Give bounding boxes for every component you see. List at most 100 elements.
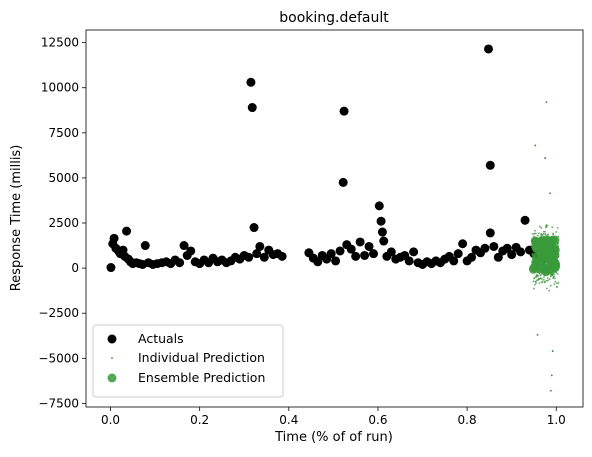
individual-prediction-point [556, 282, 558, 285]
actual-point [379, 236, 389, 246]
actual-point [179, 241, 189, 251]
actual-point [516, 247, 526, 257]
individual-prediction-point [543, 276, 545, 278]
actual-point [252, 249, 262, 259]
actual-point [355, 237, 365, 247]
y-axis-label: Response Time (millis) [9, 145, 24, 292]
actual-point [249, 223, 259, 233]
y-tick-label: −7500 [38, 396, 79, 410]
y-tick-label: 0 [71, 261, 79, 275]
actual-point [377, 227, 387, 237]
ensemble-prediction-point [532, 258, 542, 268]
actual-point [244, 252, 254, 262]
individual-prediction-point [553, 275, 556, 278]
individual-prediction-point [540, 233, 543, 235]
individual-prediction-point [542, 233, 545, 235]
individual-prediction-point [534, 283, 536, 286]
x-tick-label: 1.0 [547, 413, 566, 427]
actual-point [175, 258, 185, 268]
individual-prediction-point [548, 278, 551, 281]
individual-prediction-point [534, 144, 537, 147]
individual-prediction-point [554, 280, 557, 283]
y-tick-label: 10000 [41, 81, 79, 95]
plot-frame [85, 29, 584, 408]
actual-point [351, 251, 361, 261]
individual-prediction-point [547, 233, 550, 236]
individual-prediction-point [544, 230, 546, 233]
individual-prediction-point [533, 232, 536, 235]
actual-point [106, 263, 116, 273]
actual-point [485, 160, 495, 170]
individual-prediction-point [545, 224, 548, 226]
actual-point [335, 246, 345, 256]
actual-point [326, 249, 336, 259]
individual-prediction-point [535, 279, 538, 282]
actual-point [484, 44, 493, 54]
actual-point [259, 252, 269, 262]
actual-point [493, 252, 503, 262]
ensemble-prediction-point [548, 258, 558, 268]
individual-prediction-point [545, 279, 548, 282]
x-tick-label: 0.2 [190, 413, 209, 427]
individual-prediction-point [536, 333, 539, 336]
actual-point [109, 233, 119, 243]
x-axis-label: Time (% of of run) [274, 430, 393, 445]
individual-prediction-point [547, 279, 549, 282]
actual-point [409, 247, 419, 257]
actual-point [507, 250, 517, 260]
actual-point [480, 243, 490, 253]
individual-prediction-point [556, 227, 559, 229]
legend-marker-actuals [107, 334, 117, 344]
actual-point [331, 256, 341, 266]
individual-prediction-point [538, 232, 540, 235]
legend-marker-ensemble [107, 373, 117, 383]
legend-label-actuals: Actuals [138, 331, 184, 346]
individual-prediction-point [556, 286, 558, 288]
actual-point [453, 249, 463, 259]
legend-label-ensemble: Ensemble Prediction [138, 370, 265, 385]
individual-prediction-point [549, 192, 551, 195]
individual-prediction-point [551, 350, 554, 352]
individual-prediction-point [552, 277, 554, 279]
actual-point [449, 256, 459, 266]
actual-point [338, 177, 348, 187]
individual-prediction-point [556, 272, 559, 275]
individual-prediction-point [538, 225, 541, 228]
actual-point [369, 249, 378, 259]
individual-prediction-point [557, 282, 560, 284]
individual-prediction-point [536, 274, 539, 277]
actual-point [502, 243, 512, 253]
individual-prediction-point [544, 225, 547, 228]
actual-point [186, 246, 196, 256]
individual-prediction-point [533, 287, 535, 290]
individual-prediction-point [549, 284, 552, 287]
individual-prediction-point [552, 232, 555, 235]
x-axis: 0.0 0.2 0.4 0.6 0.8 1.0 [101, 407, 566, 427]
actual-point [489, 241, 499, 251]
individual-prediction-point [538, 282, 541, 285]
chart-title: booking.default [279, 10, 389, 26]
actual-point [360, 250, 370, 260]
actual-point [122, 226, 132, 236]
actual-point [386, 247, 396, 257]
individual-prediction-point [553, 283, 556, 285]
actual-point [140, 241, 150, 251]
x-tick-label: 0.6 [368, 413, 387, 427]
actual-point [346, 244, 356, 254]
y-tick-label: −2500 [38, 306, 79, 320]
individual-prediction-point [533, 277, 536, 280]
legend-box [92, 324, 284, 398]
individual-prediction-point [534, 229, 536, 232]
legend-marker-individual [111, 357, 113, 359]
individual-prediction-point [531, 233, 534, 236]
actual-point [458, 239, 468, 249]
plot-area [106, 44, 561, 392]
individual-prediction-point [544, 157, 547, 159]
individual-prediction-point [542, 278, 545, 281]
actual-point [339, 106, 349, 116]
legend: Actuals Individual Prediction Ensemble P… [92, 324, 284, 398]
individual-prediction-point [545, 101, 548, 104]
ensemble-prediction-point [537, 243, 547, 253]
individual-prediction-point [551, 226, 554, 229]
